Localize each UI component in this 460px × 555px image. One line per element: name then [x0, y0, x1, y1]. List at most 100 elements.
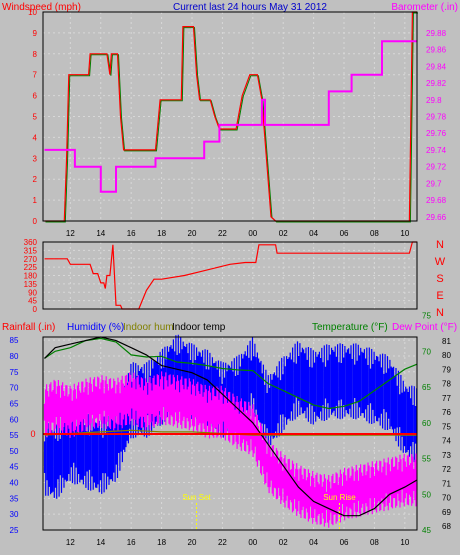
x-tick-label: 00: [248, 538, 257, 547]
x-tick-label: 22: [218, 538, 227, 547]
indoor-temp-tick-label: 75: [442, 422, 451, 431]
windspeed-tick-label: 9: [33, 29, 38, 38]
humidity-tick-label: 60: [10, 415, 19, 424]
indoor-temp-tick-label: 71: [442, 479, 451, 488]
indoor-temp-line: [44, 336, 418, 517]
x-tick-label: 02: [279, 538, 288, 547]
direction-tick-label: 90: [28, 288, 37, 297]
barometer-tick-label: 29.76: [426, 129, 447, 138]
compass-letter: W: [435, 256, 446, 268]
windspeed-tick-label: 6: [33, 92, 38, 101]
barometer-tick-label: 29.7: [426, 179, 442, 188]
x-tick-label: 08: [370, 538, 379, 547]
direction-series: [44, 241, 417, 310]
legend-indoor-hum: Indoor hum: [123, 322, 174, 333]
temperature-tick-label: 60: [422, 419, 431, 428]
x-tick-label: 18: [157, 538, 166, 547]
temperature-line: [44, 337, 418, 410]
x-tick-label: 20: [188, 229, 197, 238]
x-tick-label: 10: [400, 538, 409, 547]
x-tick-label: 16: [127, 229, 136, 238]
temperature-tick-label: 70: [422, 347, 431, 356]
barometer-tick-label: 29.88: [426, 29, 447, 38]
humidity-tick-label: 80: [10, 352, 19, 361]
humidity-tick-label: 85: [10, 336, 19, 345]
sun-marker-label: Sun Rise: [323, 493, 356, 502]
barometer-tick-label: 29.86: [426, 46, 447, 55]
humidity-tick-label: 40: [10, 479, 19, 488]
dew-point-axis-title: Dew Point (°F): [392, 322, 457, 333]
barometer-tick-label: 29.68: [426, 196, 447, 205]
windspeed-tick-label: 3: [33, 154, 38, 163]
x-tick-label: 04: [309, 229, 318, 238]
temperature-y-ticks: 45 50 55 60 65 70 75: [422, 312, 431, 535]
indoor-temp-tick-label: 72: [442, 465, 451, 474]
barometer-tick-label: 29.66: [426, 213, 447, 222]
indoor-temp-tick-label: 74: [442, 437, 451, 446]
windspeed-axis-title: Windspeed (mph): [2, 2, 81, 13]
direction-plot-frame: [42, 241, 418, 310]
legend-humidity: Humidity (%): [67, 322, 124, 333]
indoor-temp-tick-label: 78: [442, 380, 451, 389]
indoor-temp-tick-label: 79: [442, 365, 451, 374]
direction-tick-label: 180: [24, 272, 38, 281]
x-tick-label: 14: [96, 229, 105, 238]
x-tick-label: 06: [340, 538, 349, 547]
windspeed-x-ticks: 12 14 16 18 20 22 00 02 04 06 08 10: [66, 229, 410, 238]
weather-series: [43, 334, 418, 528]
x-tick-label: 10: [400, 229, 409, 238]
temperature-tick-label: 50: [422, 490, 431, 499]
direction-tick-label: 225: [24, 263, 38, 272]
x-tick-label: 06: [340, 229, 349, 238]
weather-x-ticks: 12 14 16 18 20 22 00 02 04 06 08 10: [66, 538, 410, 547]
windspeed-shadow-line: [45, 12, 418, 223]
humidity-tick-label: 50: [10, 447, 19, 456]
x-tick-label: 00: [248, 229, 257, 238]
barometer-tick-label: 29.84: [426, 62, 447, 71]
dew-point-y-ticks: 68 69 70 71 72 73 74 75 76 77 78 79 80 81: [442, 337, 451, 531]
direction-tick-label: 135: [24, 280, 38, 289]
windspeed-tick-label: 10: [28, 8, 37, 17]
weather-plot-frame: [42, 336, 418, 531]
compass-letter: N: [436, 239, 444, 251]
humidity-tick-label: 30: [10, 510, 19, 519]
windspeed-tick-label: 1: [33, 196, 38, 205]
barometer-tick-label: 29.82: [426, 79, 447, 88]
windspeed-plot-frame: [42, 11, 418, 222]
humidity-tick-label: 75: [10, 368, 19, 377]
windspeed-grid: [43, 11, 417, 221]
rainfall-axis-title: Rainfall (.in): [2, 322, 55, 333]
temperature-axis-title: Temperature (°F): [312, 322, 388, 333]
barometer-tick-label: 29.72: [426, 163, 447, 172]
indoor-temp-tick-label: 70: [442, 494, 451, 503]
direction-tick-label: 0: [33, 305, 38, 314]
x-tick-label: 16: [127, 538, 136, 547]
barometer-tick-label: 29.74: [426, 146, 447, 155]
indoor-temp-tick-label: 68: [442, 522, 451, 531]
direction-tick-label: 45: [28, 297, 37, 306]
windspeed-tick-label: 8: [33, 50, 38, 59]
compass-letter: N: [436, 307, 444, 319]
dew-point-bars: [43, 371, 417, 528]
barometer-axis-title: Barometer (.in): [391, 2, 458, 13]
barometer-y-ticks: 29.66 29.68 29.7 29.72 29.74 29.76 29.78 29.8 29…: [426, 29, 447, 222]
x-tick-label: 20: [188, 538, 197, 547]
humidity-tick-label: 70: [10, 384, 19, 393]
rain-marker-label: 0: [30, 429, 35, 439]
windspeed-tick-label: 2: [33, 175, 38, 184]
compass-letter: E: [436, 290, 443, 302]
x-tick-label: 14: [96, 538, 105, 547]
x-tick-label: 08: [370, 229, 379, 238]
indoor-temp-tick-label: 73: [442, 451, 451, 460]
legend-indoor-temp: Indoor temp: [172, 322, 226, 333]
humidity-tick-label: 55: [10, 431, 19, 440]
indoor-temp-tick-label: 77: [442, 394, 451, 403]
x-tick-label: 02: [279, 229, 288, 238]
humidity-tick-label: 45: [10, 463, 19, 472]
humidity-tick-label: 25: [10, 526, 19, 535]
indoor-temp-tick-label: 80: [442, 351, 451, 360]
barometer-tick-label: 29.8: [426, 96, 442, 105]
x-tick-label: 12: [66, 229, 75, 238]
